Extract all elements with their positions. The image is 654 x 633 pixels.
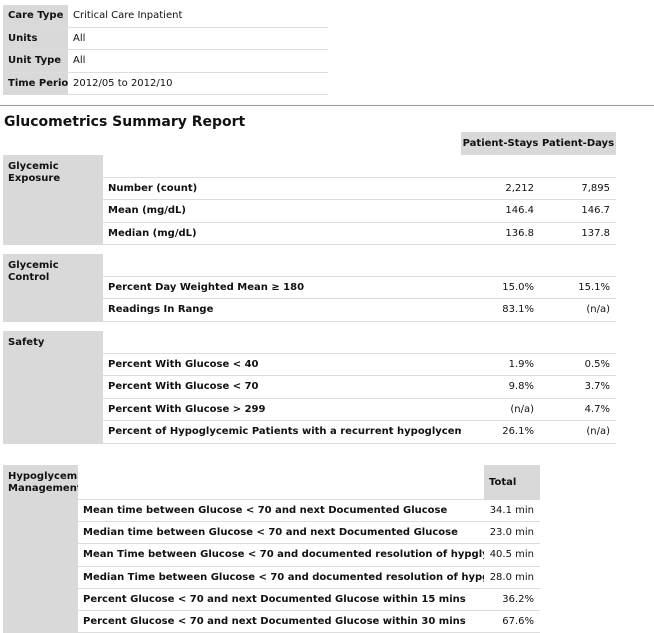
divider — [0, 105, 654, 106]
row-value: 15.1% — [540, 277, 616, 299]
column-header: Patient-Days — [540, 132, 616, 155]
row-label: Percent With Glucose < 40 — [103, 354, 461, 376]
row-value: 7,895 — [540, 178, 616, 200]
row-value: 26.1% — [461, 421, 540, 444]
row-label: Median (mg/dL) — [103, 223, 461, 245]
column-header: Patient-Stays — [461, 132, 540, 155]
section-label: Safety — [3, 331, 103, 444]
row-value: 4.7% — [540, 399, 616, 421]
row-value: 36.2% — [484, 589, 540, 611]
row-value: 34.1 min — [484, 500, 540, 523]
row-value: 67.6% — [484, 611, 540, 633]
section-label: Hypoglycemic Management — [3, 465, 78, 633]
filter-value: All — [68, 28, 328, 50]
row-value: (n/a) — [540, 421, 616, 444]
row-value: 40.5 min — [484, 544, 540, 567]
row-label: Median time between Glucose < 70 and nex… — [78, 522, 484, 545]
row-value: 83.1% — [461, 299, 540, 322]
filter-value: All — [68, 50, 328, 73]
row-value: 136.8 — [461, 223, 540, 245]
row-label: Percent With Glucose > 299 — [103, 399, 461, 421]
row-label: Median Time between Glucose < 70 and doc… — [78, 567, 484, 589]
row-value: 2,212 — [461, 178, 540, 200]
filter-label: Unit Type — [3, 50, 68, 73]
filter-value: Critical Care Inpatient — [68, 5, 328, 28]
row-value: (n/a) — [540, 299, 616, 322]
section-header-row — [103, 155, 616, 178]
column-header: Total — [484, 465, 540, 500]
row-value: 0.5% — [540, 354, 616, 376]
row-value: 23.0 min — [484, 522, 540, 545]
section-header-row — [103, 254, 616, 277]
row-label: Percent With Glucose < 70 — [103, 376, 461, 399]
filter-label: Units — [3, 27, 68, 50]
section-label: Glycemic Control — [3, 254, 103, 322]
filter-label: Care Type — [3, 5, 68, 28]
row-label: Percent Glucose < 70 and next Documented… — [78, 611, 484, 633]
row-value: 3.7% — [540, 376, 616, 399]
row-label: Readings In Range — [103, 299, 461, 322]
row-label: Mean (mg/dL) — [103, 200, 461, 223]
report-title: Glucometrics Summary Report — [4, 114, 246, 130]
section-label: Glycemic Exposure — [3, 155, 103, 245]
section-header-row — [78, 465, 484, 500]
row-label: Mean Time between Glucose < 70 and docum… — [78, 544, 484, 567]
row-label: Percent Glucose < 70 and next Documented… — [78, 589, 484, 611]
row-label: Percent of Hypoglycemic Patients with a … — [103, 421, 461, 444]
row-label: Mean time between Glucose < 70 and next … — [78, 500, 484, 523]
filter-label: Time Period — [3, 72, 68, 95]
row-value: 146.4 — [461, 200, 540, 223]
row-value: 146.7 — [540, 200, 616, 223]
row-label: Number (count) — [103, 178, 461, 200]
row-value: 1.9% — [461, 354, 540, 376]
row-value: (n/a) — [461, 399, 540, 421]
row-value: 15.0% — [461, 277, 540, 299]
row-value: 137.8 — [540, 223, 616, 245]
row-value: 9.8% — [461, 376, 540, 399]
row-label: Percent Day Weighted Mean ≥ 180 — [103, 277, 461, 299]
row-value: 28.0 min — [484, 567, 540, 589]
filter-value: 2012/05 to 2012/10 — [68, 73, 328, 95]
section-header-row — [103, 331, 616, 354]
